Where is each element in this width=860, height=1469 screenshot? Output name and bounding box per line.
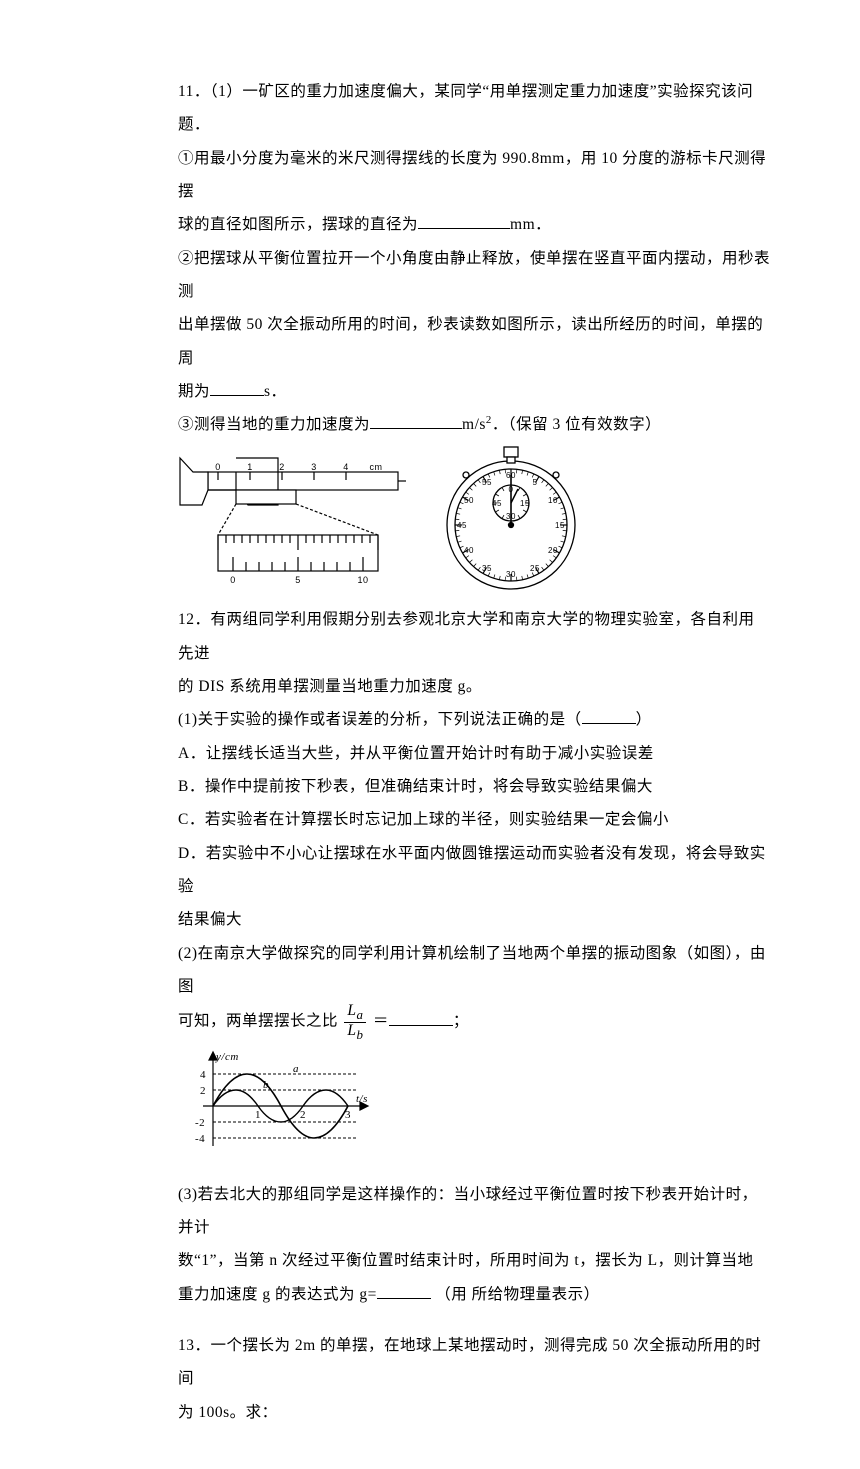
q12-p3b: 数“1”，当第 n 次经过平衡位置时结束计时，所用时间为 t，摆长为 L，则计算…	[178, 1244, 770, 1277]
q12-p1-before: (1)关于实验的操作或者误差的分析，下列说法正确的是（	[178, 711, 582, 728]
blank-choice[interactable]	[582, 708, 636, 725]
sw-inner-45: 45	[492, 499, 502, 508]
q11-p1b-before: 球的直径如图所示，摆球的直径为	[178, 216, 418, 233]
stopwatch-figure: 60 5 10 15 20 25 30 35 40 45 50 55 0 15 …	[436, 445, 586, 595]
q11-p3-mid: m/s	[462, 416, 486, 433]
q13-head-b: 为 100s。求：	[178, 1396, 770, 1429]
q11-p2a: ②把摆球从平衡位置拉开一个小角度由静止释放，使单摆在竖直平面内摆动，用秒表测	[178, 242, 770, 309]
q11-figures: 0 1 2 3 4 cm 0 5 10	[178, 445, 770, 595]
sw-outer-25: 25	[530, 564, 540, 573]
sw-inner-30: 30	[506, 512, 516, 521]
q12-p2b-after: ；	[453, 1013, 469, 1030]
q12-p2b: 可知，两单摆摆长之比 La Lb ＝ ；	[178, 1003, 770, 1041]
graph-x2: 2	[300, 1109, 306, 1121]
q12-p1-after: ）	[636, 711, 652, 728]
q12-optA: A．让摆线长适当大些，并从平衡位置开始计时有助于减小实验误差	[178, 737, 770, 770]
caliper-figure: 0 1 2 3 4 cm 0 5 10	[178, 450, 408, 590]
q12-p2b-eq: ＝	[373, 1013, 389, 1030]
q12-p3c-before: 重力加速度 g 的表达式为 g=	[178, 1286, 377, 1303]
q12-p3a: (3)若去北大的那组同学是这样操作的：当小球经过平衡位置时按下秒表开始计时，并计	[178, 1178, 770, 1245]
sw-outer-20: 20	[548, 546, 558, 555]
q11-p1b-after: mm．	[510, 216, 551, 233]
q12-head-a: 12．有两组同学利用假期分别去参观北京大学和南京大学的物理实验室，各自利用先进	[178, 603, 770, 670]
frac-den: L	[347, 1022, 356, 1039]
blank-period[interactable]	[210, 379, 264, 396]
q12-p3c: 重力加速度 g 的表达式为 g= （用 所给物理量表示）	[178, 1278, 770, 1311]
q11-p2b: 出单摆做 50 次全振动所用的时间，秒表读数如图所示，读出所经历的时间，单摆的周	[178, 308, 770, 375]
graph-xlabel: t/s	[356, 1093, 368, 1105]
graph-label-b: b	[263, 1079, 269, 1091]
sw-inner-0: 0	[509, 485, 514, 494]
graph-y2: 2	[200, 1085, 206, 1097]
q11-head: 11．（1）一矿区的重力加速度偏大，某同学“用单摆测定重力加速度”实验探究该问题…	[178, 75, 770, 142]
sw-outer-40: 40	[464, 546, 474, 555]
caliper-main-2: 2	[279, 462, 285, 472]
q12-p3c-after: （用 所给物理量表示）	[435, 1286, 599, 1303]
sw-inner-15: 15	[520, 499, 530, 508]
q11-p2c: 期为 s．	[178, 375, 770, 408]
caliper-vern-0: 0	[230, 575, 236, 585]
q12-optC: C．若实验者在计算摆长时忘记加上球的半径，则实验结果一定会偏小	[178, 803, 770, 836]
sw-outer-60: 60	[506, 471, 516, 480]
sw-outer-10: 10	[548, 496, 558, 505]
caliper-main-4: 4	[343, 462, 349, 472]
oscillation-graph: y/cm t/s 4 2 -2 -4 1 2 3 a b	[178, 1046, 378, 1156]
graph-y4: 4	[200, 1069, 206, 1081]
fraction-La-Lb: La Lb	[344, 1003, 366, 1041]
graph-ylabel: y/cm	[215, 1051, 239, 1063]
q12-optD-b: 结果偏大	[178, 903, 770, 936]
caliper-main-1: 1	[247, 462, 253, 472]
caliper-main-0: 0	[215, 462, 221, 472]
sw-outer-35: 35	[482, 564, 492, 573]
caliper-main-cm: cm	[370, 462, 383, 472]
q12-optB: B．操作中提前按下秒表，但准确结束计时，将会导致实验结果偏大	[178, 770, 770, 803]
graph-x3: 3	[345, 1109, 351, 1121]
frac-den-sub: b	[357, 1027, 364, 1042]
q13-head-a: 13．一个摆长为 2m 的单摆，在地球上某地摆动时，测得完成 50 次全振动所用…	[178, 1329, 770, 1396]
blank-g-expr[interactable]	[377, 1282, 431, 1299]
q12-p2a: (2)在南京大学做探究的同学利用计算机绘制了当地两个单摆的振动图象（如图），由图	[178, 937, 770, 1004]
blank-g[interactable]	[370, 413, 462, 430]
q12-head-b: 的 DIS 系统用单摆测量当地重力加速度 g。	[178, 670, 770, 703]
frac-num-sub: a	[357, 1007, 364, 1022]
caliper-vern-5: 5	[295, 575, 301, 585]
graph-yn4: -4	[195, 1133, 205, 1145]
frac-num: L	[347, 1002, 356, 1019]
blank-diameter[interactable]	[418, 213, 510, 230]
q11-p3-before: ③测得当地的重力加速度为	[178, 416, 370, 433]
caliper-main-3: 3	[311, 462, 317, 472]
sw-outer-15: 15	[555, 521, 565, 530]
q11-p1b: 球的直径如图所示，摆球的直径为 mm．	[178, 208, 770, 241]
graph-yn2: -2	[195, 1117, 205, 1129]
sw-outer-50: 50	[464, 496, 474, 505]
sw-outer-45: 45	[457, 521, 467, 530]
sw-outer-5: 5	[533, 478, 538, 487]
graph-x1: 1	[255, 1109, 261, 1121]
sw-outer-30: 30	[506, 570, 516, 579]
q11-p2c-before: 期为	[178, 383, 210, 400]
q11-p1a: ①用最小分度为毫米的米尺测得摆线的长度为 990.8mm，用 10 分度的游标卡…	[178, 142, 770, 209]
q11-p3: ③测得当地的重力加速度为m/s2．（保留 3 位有效数字）	[178, 408, 770, 441]
q12-p2b-before: 可知，两单摆摆长之比	[178, 1013, 338, 1030]
q12-p1: (1)关于实验的操作或者误差的分析，下列说法正确的是（ ）	[178, 703, 770, 736]
q12-optD-a: D．若实验中不小心让摆球在水平面内做圆锥摆运动而实验者没有发现，将会导致实验	[178, 837, 770, 904]
blank-ratio[interactable]	[389, 1009, 453, 1026]
graph-label-a: a	[293, 1063, 299, 1075]
caliper-vern-10: 10	[357, 575, 368, 585]
sw-outer-55: 55	[482, 478, 492, 487]
q11-p3-after: ．（保留 3 位有效数字）	[492, 416, 661, 433]
q11-p2c-after: s．	[264, 383, 287, 400]
